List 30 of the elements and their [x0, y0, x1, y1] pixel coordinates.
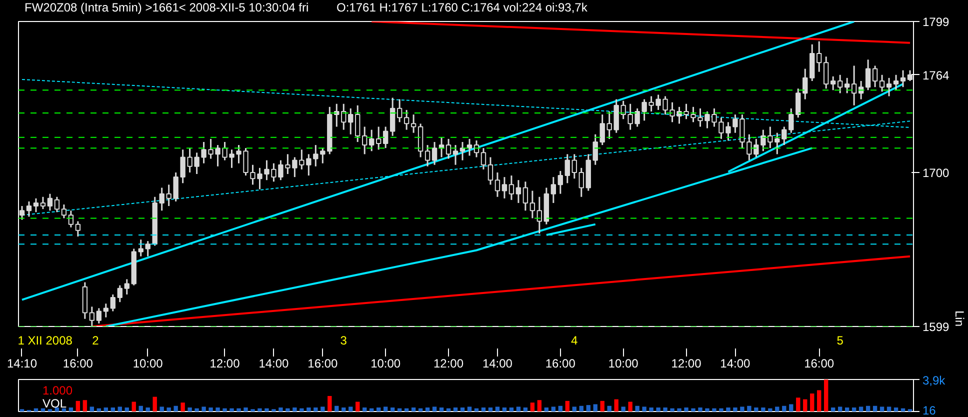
x-tick-label: 10:00 — [132, 356, 164, 370]
y-tick-label: 1700 — [922, 166, 950, 180]
x-tick-label: 16:00 — [804, 356, 834, 370]
x-tick-label: 16:00 — [545, 356, 576, 370]
text: 3 — [340, 334, 348, 348]
x-tick-label: 10:00 — [370, 356, 401, 370]
x-tick-label: 16:00 — [62, 356, 94, 370]
x-tick-label: 14:00 — [258, 356, 290, 370]
y-tick-label: 1599 — [922, 320, 950, 334]
x-tick-label: 12:00 — [210, 356, 240, 370]
text: 4 — [571, 334, 578, 348]
x-tick-label: 12:00 — [671, 356, 702, 370]
x-tick-label: 14:00 — [720, 356, 751, 370]
y-tick-label: 16 — [922, 404, 936, 417]
text: 1 XII 2008 — [18, 334, 73, 348]
annotation: 1.000 — [42, 384, 73, 398]
text: 2 — [92, 334, 100, 348]
x-tick-label: 14:00 — [482, 356, 513, 370]
y-tick-label: 1764 — [922, 68, 950, 82]
x-tick-label: 12:00 — [434, 356, 464, 370]
annotation: VOL — [42, 396, 67, 410]
text: 5 — [836, 334, 844, 348]
y-tick-label: 3,9k — [922, 374, 946, 388]
x-tick-label: 16:00 — [308, 356, 338, 370]
text: FW20Z08 (Intra 5min) >1661< 2008-XII-5 10:30:04 fri — [24, 0, 309, 14]
y-tick-label: 1799 — [922, 15, 950, 29]
x-tick-label: 10:00 — [608, 356, 639, 370]
text: Lin — [952, 310, 966, 326]
text: O:1761 H:1767 L:1760 C:1764 vol:224 oi:93,7k — [336, 0, 588, 14]
x-tick-label: 14:10 — [6, 356, 38, 370]
